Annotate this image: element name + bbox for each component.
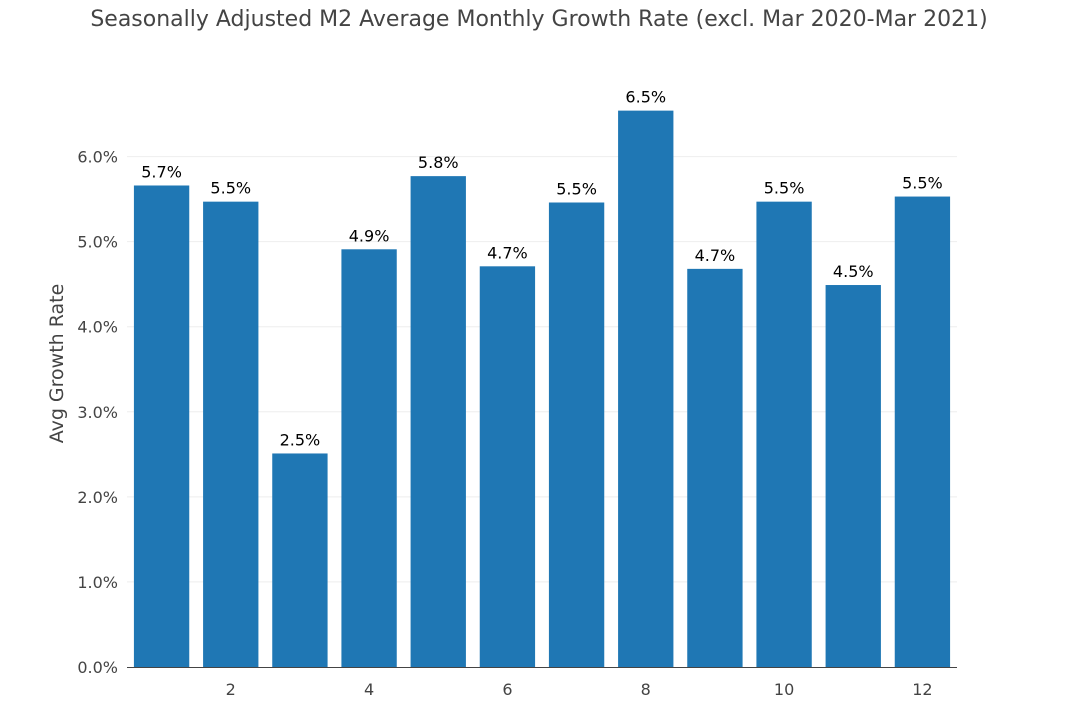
x-axis-ticks: 2 4 6 8 10 12 <box>226 680 933 699</box>
bar-data-label: 2.5% <box>280 430 321 449</box>
y-tick-label: 3.0% <box>77 403 118 422</box>
bar <box>894 196 951 668</box>
bar <box>548 202 605 668</box>
bar-data-label: 5.7% <box>141 162 182 181</box>
y-axis-ticks: 0.0% 1.0% 2.0% 3.0% 4.0% 5.0% 6.0% <box>77 148 118 677</box>
y-tick-label: 6.0% <box>77 148 118 167</box>
bar-data-label: 5.5% <box>902 174 943 193</box>
bar <box>618 110 674 667</box>
bar <box>272 453 328 667</box>
x-tick-label: 2 <box>226 680 236 699</box>
y-tick-label: 5.0% <box>77 233 118 252</box>
bar-data-label: 5.5% <box>210 179 251 198</box>
y-tick-label: 2.0% <box>77 488 118 507</box>
bar-data-label: 4.5% <box>833 262 874 281</box>
bar-data-label: 6.5% <box>625 88 666 107</box>
bar <box>756 201 812 667</box>
y-tick-label: 4.0% <box>77 318 118 337</box>
bar <box>133 185 190 667</box>
x-tick-label: 12 <box>912 680 932 699</box>
bars <box>133 110 951 668</box>
y-tick-label: 0.0% <box>77 658 118 677</box>
bar <box>203 201 259 667</box>
bar <box>687 268 743 667</box>
bar-data-label: 4.9% <box>349 226 390 245</box>
y-tick-label: 1.0% <box>77 573 118 592</box>
x-tick-label: 4 <box>364 680 374 699</box>
bar <box>410 176 466 667</box>
bar-data-label: 5.5% <box>764 179 805 198</box>
gridlines <box>127 156 957 583</box>
chart-title: Seasonally Adjusted M2 Average Monthly G… <box>90 7 987 32</box>
bar <box>825 285 881 667</box>
x-tick-label: 10 <box>774 680 794 699</box>
bar-data-label: 5.5% <box>556 180 597 199</box>
y-axis-title: Avg Growth Rate <box>46 284 68 444</box>
data-labels: 5.7% 5.5% 2.5% 4.9% 5.8% 4.7% 5.5% 6.5% 4.7% 5.5%… <box>141 88 942 450</box>
bar <box>479 266 536 667</box>
bar-data-label: 4.7% <box>695 246 736 265</box>
bar-data-label: 5.8% <box>418 153 459 172</box>
bar <box>341 249 397 668</box>
bar-data-label: 4.7% <box>487 243 528 262</box>
x-tick-label: 6 <box>502 680 512 699</box>
x-tick-label: 8 <box>641 680 651 699</box>
